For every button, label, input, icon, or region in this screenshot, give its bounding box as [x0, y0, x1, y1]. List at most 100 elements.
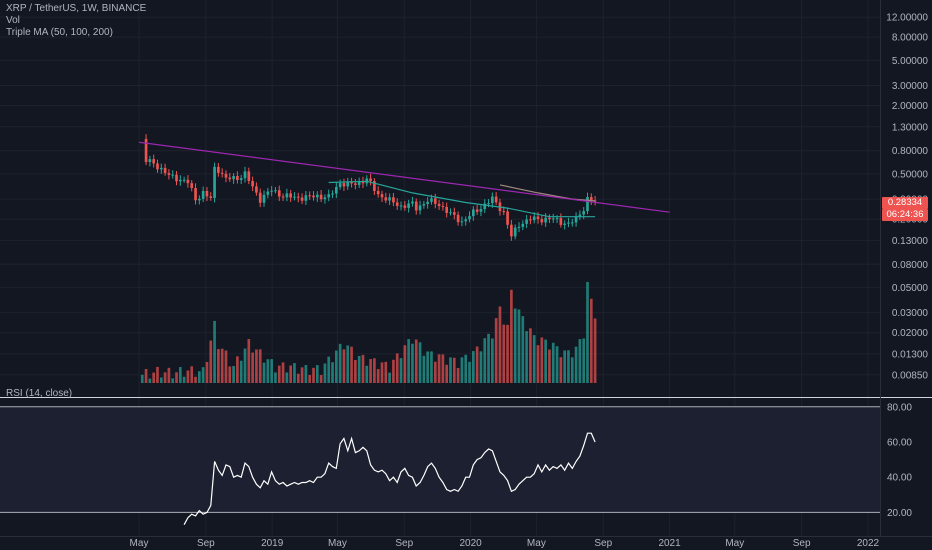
- ma-line: [499, 184, 596, 202]
- volume-bar: [460, 357, 464, 383]
- time-tick-label: 2019: [261, 538, 284, 549]
- volume-bar: [350, 346, 353, 383]
- price-tick-label: 0.01300: [892, 349, 929, 360]
- candle-body: [274, 190, 277, 192]
- candle-body: [163, 167, 167, 174]
- volume-bar: [228, 366, 232, 383]
- volume-bar: [479, 351, 483, 383]
- candle-body: [548, 217, 551, 220]
- volume-bar: [140, 374, 144, 383]
- volume-bar: [354, 360, 357, 383]
- candle-body: [270, 190, 273, 192]
- volume-bar: [201, 367, 205, 383]
- price-candles[interactable]: [144, 134, 597, 241]
- price-tick-label: 0.13000: [892, 236, 929, 247]
- volume-bar: [312, 367, 315, 383]
- volume-bar: [376, 369, 380, 383]
- volume-bar: [163, 372, 167, 383]
- volume-bar: [475, 346, 479, 383]
- volume-bar: [548, 349, 551, 383]
- volume-bar: [175, 372, 178, 383]
- volume-bar: [300, 367, 304, 383]
- candle-body: [319, 194, 323, 200]
- rsi-legend[interactable]: RSI (14, close): [6, 388, 73, 399]
- candle-body: [460, 221, 464, 223]
- volume-bar: [236, 356, 239, 383]
- volume-bars: [140, 281, 597, 383]
- candle-body: [593, 200, 597, 202]
- price-tick-label: 5.00000: [892, 56, 929, 67]
- candle-body: [220, 172, 224, 174]
- candle-body: [213, 166, 216, 198]
- candle-body: [532, 216, 536, 221]
- candle-body: [536, 216, 540, 220]
- trendline[interactable]: [138, 141, 670, 213]
- volume-bar: [270, 359, 273, 383]
- volume-bar: [494, 318, 498, 383]
- volume-bar: [239, 360, 243, 383]
- volume-bar: [190, 366, 194, 383]
- volume-legend[interactable]: Vol: [6, 15, 20, 26]
- volume-bar: [361, 354, 365, 383]
- volume-bar: [194, 376, 197, 383]
- candle-body: [479, 209, 483, 212]
- rsi-axis[interactable]: 80.00 60.00 40.00 20.00: [887, 402, 912, 519]
- ma-legend[interactable]: Triple MA (50, 100, 200): [6, 27, 113, 38]
- candle-body: [430, 198, 433, 202]
- candle-body: [559, 218, 563, 225]
- time-axis[interactable]: May Sep 2019 May Sep 2020 May Sep 2021 May Sep 2022: [130, 538, 880, 549]
- candle-body: [159, 167, 163, 170]
- volume-bar: [593, 318, 597, 383]
- candle-body: [354, 183, 357, 185]
- volume-bar: [563, 350, 566, 383]
- candle-body: [144, 138, 148, 163]
- volume-bar: [384, 361, 388, 383]
- volume-bar: [167, 367, 171, 383]
- volume-bar: [468, 361, 471, 383]
- volume-bar: [308, 375, 312, 383]
- candle-body: [483, 203, 487, 210]
- candle-body: [567, 222, 570, 224]
- volume-bar: [274, 372, 277, 383]
- volume-bar: [555, 346, 559, 383]
- candle-body: [471, 209, 475, 217]
- volume-bar: [449, 357, 452, 383]
- volume-bar: [525, 331, 528, 383]
- ma-line: [328, 180, 596, 218]
- candle-body: [315, 194, 319, 198]
- volume-bar: [285, 372, 289, 383]
- symbol-legend[interactable]: XRP / TetherUS, 1W, BINANCE: [6, 3, 147, 14]
- candle-body: [361, 181, 365, 184]
- volume-bar: [388, 372, 391, 383]
- candle-body: [506, 211, 509, 225]
- pane-separators: [0, 0, 932, 537]
- candle-body: [335, 187, 338, 194]
- volume-bar: [487, 333, 490, 383]
- volume-bar: [281, 362, 285, 383]
- candle-body: [544, 217, 547, 223]
- candle-body: [517, 226, 521, 228]
- candle-body: [277, 190, 281, 197]
- volume-bar: [582, 338, 586, 383]
- volume-bar: [551, 342, 555, 383]
- candle-body: [403, 205, 407, 208]
- candle-body: [582, 211, 586, 215]
- price-tick-label: 0.80000: [892, 146, 929, 157]
- candle-body: [468, 216, 471, 220]
- candle-body: [437, 203, 441, 207]
- candle-body: [563, 223, 566, 225]
- price-tick-label: 2.00000: [892, 101, 929, 112]
- volume-bar: [574, 346, 578, 383]
- candle-body: [281, 196, 285, 198]
- candle-body: [433, 198, 437, 204]
- candle-body: [262, 194, 266, 203]
- volume-bar: [323, 363, 327, 383]
- rsi-tick-label: 40.00: [887, 473, 912, 484]
- volume-bar: [159, 377, 163, 383]
- candle-body: [178, 179, 182, 182]
- candle-body: [300, 197, 304, 201]
- volume-bar: [430, 351, 433, 383]
- candle-body: [190, 183, 194, 189]
- volume-bar: [433, 361, 437, 383]
